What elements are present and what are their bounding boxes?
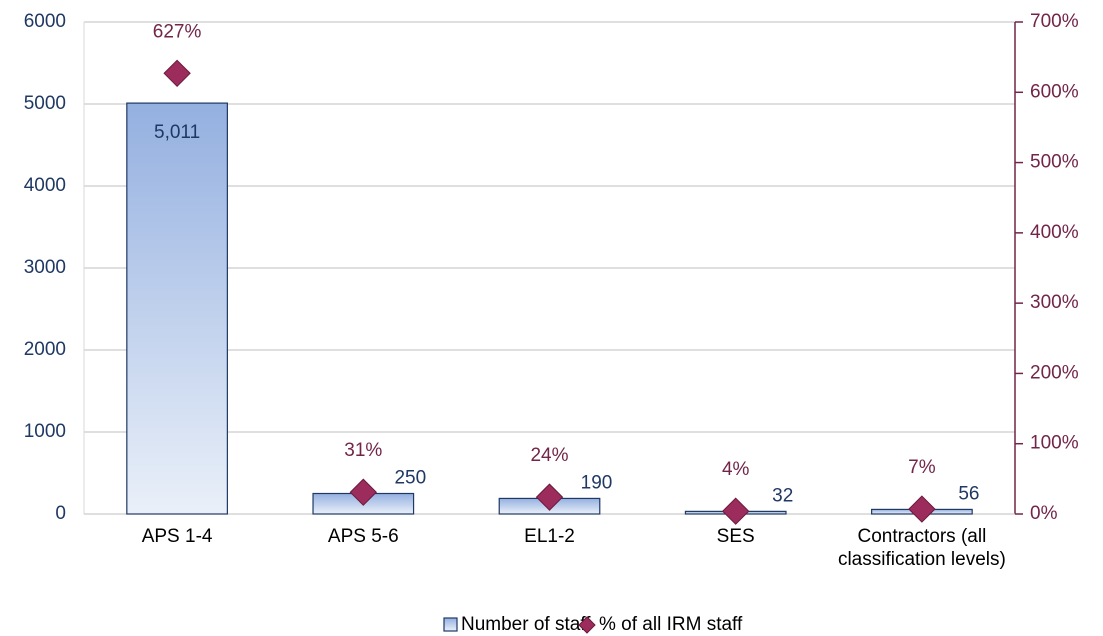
y-tick-label: 3000 — [24, 257, 66, 278]
point-value-label: 24% — [530, 445, 568, 466]
y-tick-label: 1000 — [24, 421, 66, 442]
x-tick-label: EL1-2 — [524, 526, 575, 547]
legend-label: Number of staff — [461, 614, 591, 635]
y2-tick-label: 400% — [1030, 222, 1079, 243]
y2-tick-label: 200% — [1030, 362, 1079, 383]
diamond-marker — [349, 478, 378, 506]
bar-value-label: 190 — [581, 472, 613, 493]
x-tick-label: APS 1-4 — [141, 526, 213, 547]
y2-tick-label: 100% — [1030, 433, 1079, 454]
diamond-marker — [721, 497, 750, 525]
x-tick-label: SES — [716, 526, 755, 547]
bar-value-label: 56 — [958, 483, 979, 504]
legend-label: % of all IRM staff — [599, 614, 743, 635]
point-value-label: 7% — [908, 457, 936, 478]
diamond-marker — [163, 59, 191, 88]
y-tick-label: 0 — [55, 503, 66, 524]
bar — [126, 102, 228, 515]
bar-value-label: 32 — [772, 485, 793, 506]
diamond-marker — [535, 483, 564, 511]
y-tick-label: 6000 — [24, 11, 66, 32]
point-value-label: 4% — [722, 459, 750, 480]
legend-swatch — [578, 616, 596, 634]
y-tick-label: 2000 — [24, 339, 66, 360]
bar-value-label: 250 — [394, 468, 426, 489]
point-value-label: 31% — [344, 440, 382, 461]
diamond-marker — [908, 495, 936, 523]
y-tick-label: 4000 — [24, 175, 66, 196]
point-value-label: 627% — [153, 21, 202, 42]
x-tick-label: APS 5-6 — [327, 526, 399, 547]
y2-tick-label: 300% — [1030, 292, 1079, 313]
y2-tick-label: 0% — [1030, 503, 1058, 524]
y2-tick-label: 600% — [1030, 81, 1079, 102]
y2-tick-label: 500% — [1030, 152, 1079, 173]
y2-tick-label: 700% — [1030, 11, 1079, 32]
x-tick-label: Contractors (all classification levels) — [837, 526, 1006, 570]
bar-value-label: 5,011 — [154, 122, 200, 143]
legend-swatch — [443, 617, 458, 632]
y-tick-label: 5000 — [24, 93, 66, 114]
